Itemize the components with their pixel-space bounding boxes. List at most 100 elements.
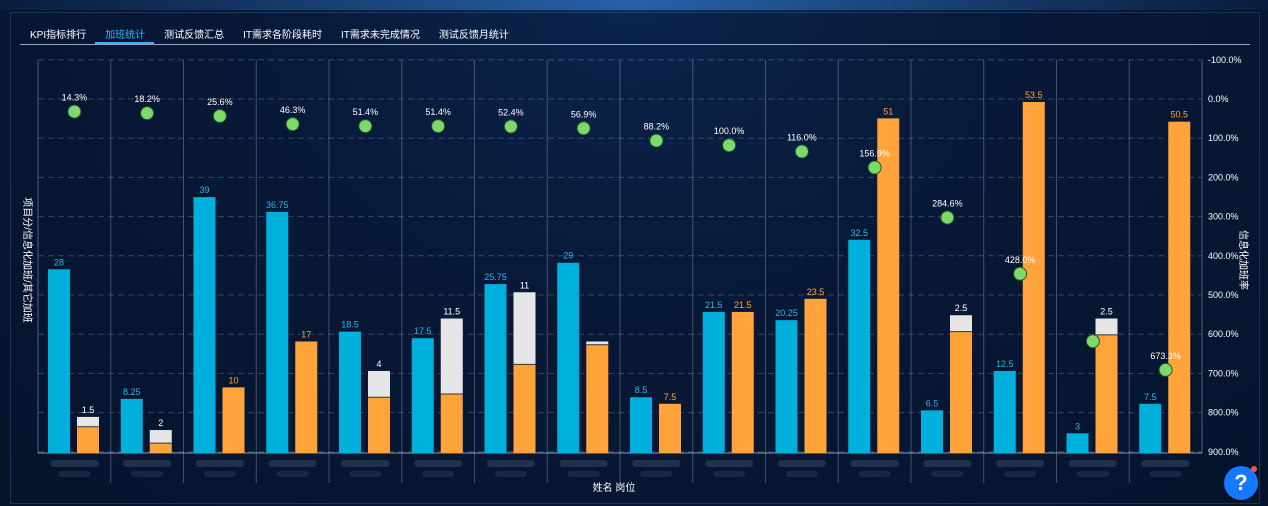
tab-it-demand-unfinished[interactable]: IT需求未完成情况 bbox=[341, 30, 420, 41]
category-label-blur bbox=[1004, 471, 1037, 477]
bar-project-score bbox=[411, 338, 434, 453]
chart-axes: 项目分/信息化加班/其它加班 信息化加班率 姓名 岗位 bbox=[21, 197, 1250, 494]
bar-project-score-label: 8.25 bbox=[123, 387, 141, 397]
rate-point bbox=[212, 109, 227, 124]
rate-point-label: 56.9% bbox=[571, 109, 597, 119]
rate-point-label: 18.2% bbox=[134, 94, 160, 104]
category-label-blur bbox=[858, 471, 891, 477]
bar-it-overtime-label: 9 bbox=[449, 395, 454, 405]
bar-other-overtime-label: 2.5 bbox=[955, 303, 968, 313]
rate-point-label: 284.6% bbox=[932, 199, 963, 209]
category-label-blur bbox=[1149, 471, 1182, 477]
bar-it-overtime-label: 51 bbox=[883, 106, 893, 116]
bar-it-overtime bbox=[149, 443, 172, 453]
bar-it-overtime bbox=[1022, 102, 1045, 453]
bar-project-score bbox=[775, 320, 798, 453]
bar-project-score-label: 17.5 bbox=[414, 326, 432, 336]
right-axis-tick-label: 500.0% bbox=[1208, 290, 1239, 300]
bar-project-score bbox=[339, 331, 361, 453]
rate-point bbox=[1013, 266, 1028, 281]
category-label-blur bbox=[640, 471, 673, 477]
bar-project-score bbox=[193, 197, 216, 453]
bar-it-overtime-label: 13.5 bbox=[516, 365, 534, 375]
bar-project-score-label: 21.5 bbox=[705, 300, 723, 310]
tab-test-feedback-summary[interactable]: 测试反馈汇总 bbox=[164, 30, 225, 41]
bar-project-score-label: 28 bbox=[54, 257, 64, 267]
bar-it-overtime bbox=[222, 387, 245, 453]
bar-it-overtime-label: 4 bbox=[85, 428, 90, 438]
bar-it-overtime bbox=[804, 298, 827, 453]
tab-overtime-stats[interactable]: 加班统计 bbox=[95, 18, 155, 44]
category-label-blur bbox=[632, 460, 681, 467]
bar-it-overtime-label: 53.5 bbox=[1025, 90, 1043, 100]
bar-it-overtime-label: 17 bbox=[301, 329, 311, 339]
bar-project-score-label: 25.75 bbox=[484, 272, 507, 282]
right-axis-tick-label: 900.0% bbox=[1208, 447, 1239, 457]
bar-project-score-label: 36.75 bbox=[266, 200, 289, 210]
bar-it-overtime bbox=[368, 397, 390, 453]
rate-point bbox=[867, 160, 882, 175]
bar-it-overtime bbox=[1095, 334, 1118, 453]
right-axis-tick-label: 800.0% bbox=[1208, 408, 1239, 418]
bar-project-score bbox=[266, 211, 289, 453]
chart-bars: 281.548.2521.5391036.751718.548.517.511.… bbox=[48, 90, 1191, 454]
rate-point bbox=[503, 119, 518, 134]
right-axis-tick-label: 0.0% bbox=[1208, 94, 1229, 104]
bar-project-score bbox=[702, 311, 725, 453]
bar-it-overtime bbox=[659, 403, 681, 453]
category-label-blur bbox=[349, 471, 382, 477]
help-icon[interactable]: ? bbox=[1224, 466, 1258, 500]
rate-point-label: 51.4% bbox=[425, 107, 451, 117]
bar-other-overtime bbox=[950, 315, 972, 332]
tab-kpi-ranking[interactable]: KPI指标排行 bbox=[30, 30, 87, 41]
bar-it-overtime bbox=[440, 393, 463, 453]
tab-it-demand-stage-time[interactable]: IT需求各阶段耗时 bbox=[243, 30, 323, 41]
tab-test-feedback-monthly[interactable]: 测试反馈月统计 bbox=[438, 30, 509, 41]
category-label-blur bbox=[486, 460, 535, 467]
rate-point bbox=[285, 117, 300, 132]
bar-it-overtime-label: 7.5 bbox=[664, 392, 677, 402]
rate-point-label: 156.9% bbox=[859, 149, 890, 159]
rate-point bbox=[431, 119, 446, 134]
bar-other-overtime-label: 1.5 bbox=[82, 405, 95, 415]
bar-other-overtime bbox=[586, 341, 609, 345]
right-axis-tick-label: 200.0% bbox=[1208, 172, 1239, 182]
rate-point bbox=[649, 133, 664, 148]
bar-project-score bbox=[921, 410, 943, 453]
rate-point bbox=[140, 106, 155, 121]
rate-points: 14.3% 18.2% 25.6% 46.3% 51.4% 51.4% 52.4% 56.9%… bbox=[62, 93, 1181, 377]
category-label-blur bbox=[1076, 471, 1109, 477]
rate-point-label: 51.4% bbox=[353, 107, 379, 117]
y-axis-title-right: 信息化加班率 bbox=[1237, 230, 1250, 290]
bar-project-score bbox=[557, 262, 580, 453]
rate-point bbox=[940, 210, 955, 225]
top-glow bbox=[0, 0, 1268, 10]
bar-project-score-label: 20.25 bbox=[775, 308, 798, 318]
category-label-blur bbox=[123, 460, 172, 467]
category-label-blur bbox=[923, 460, 972, 467]
bar-it-overtime-label: 16.5 bbox=[588, 346, 606, 356]
bar-other-overtime bbox=[513, 292, 536, 365]
bar-project-score bbox=[484, 284, 507, 453]
category-label-blur bbox=[341, 460, 390, 467]
bar-project-score-label: 39 bbox=[199, 185, 209, 195]
bar-project-score-label: 18.5 bbox=[341, 320, 359, 330]
bar-it-overtime-label: 21.5 bbox=[734, 300, 752, 310]
category-label-blur bbox=[996, 460, 1045, 467]
rate-point-label: 428.0% bbox=[1005, 255, 1036, 265]
category-label-blur bbox=[203, 471, 236, 477]
rate-point bbox=[1085, 334, 1100, 349]
bar-project-score-label: 12.5 bbox=[996, 359, 1014, 369]
x-axis-title: 姓名 岗位 bbox=[593, 481, 636, 494]
category-label-blur bbox=[705, 460, 754, 467]
right-axis-tick-label: 700.0% bbox=[1208, 368, 1239, 378]
bar-it-overtime-label: 8.5 bbox=[373, 398, 386, 408]
bar-project-score bbox=[48, 269, 70, 453]
category-label-blur bbox=[494, 471, 527, 477]
tab-bar: KPI指标排行 加班统计 测试反馈汇总 IT需求各阶段耗时 IT需求未完成情况 … bbox=[20, 18, 1250, 45]
bar-project-score bbox=[630, 397, 652, 453]
category-label-blur bbox=[268, 460, 317, 467]
bar-project-score-label: 8.5 bbox=[635, 385, 648, 395]
category-label-blur bbox=[713, 471, 746, 477]
